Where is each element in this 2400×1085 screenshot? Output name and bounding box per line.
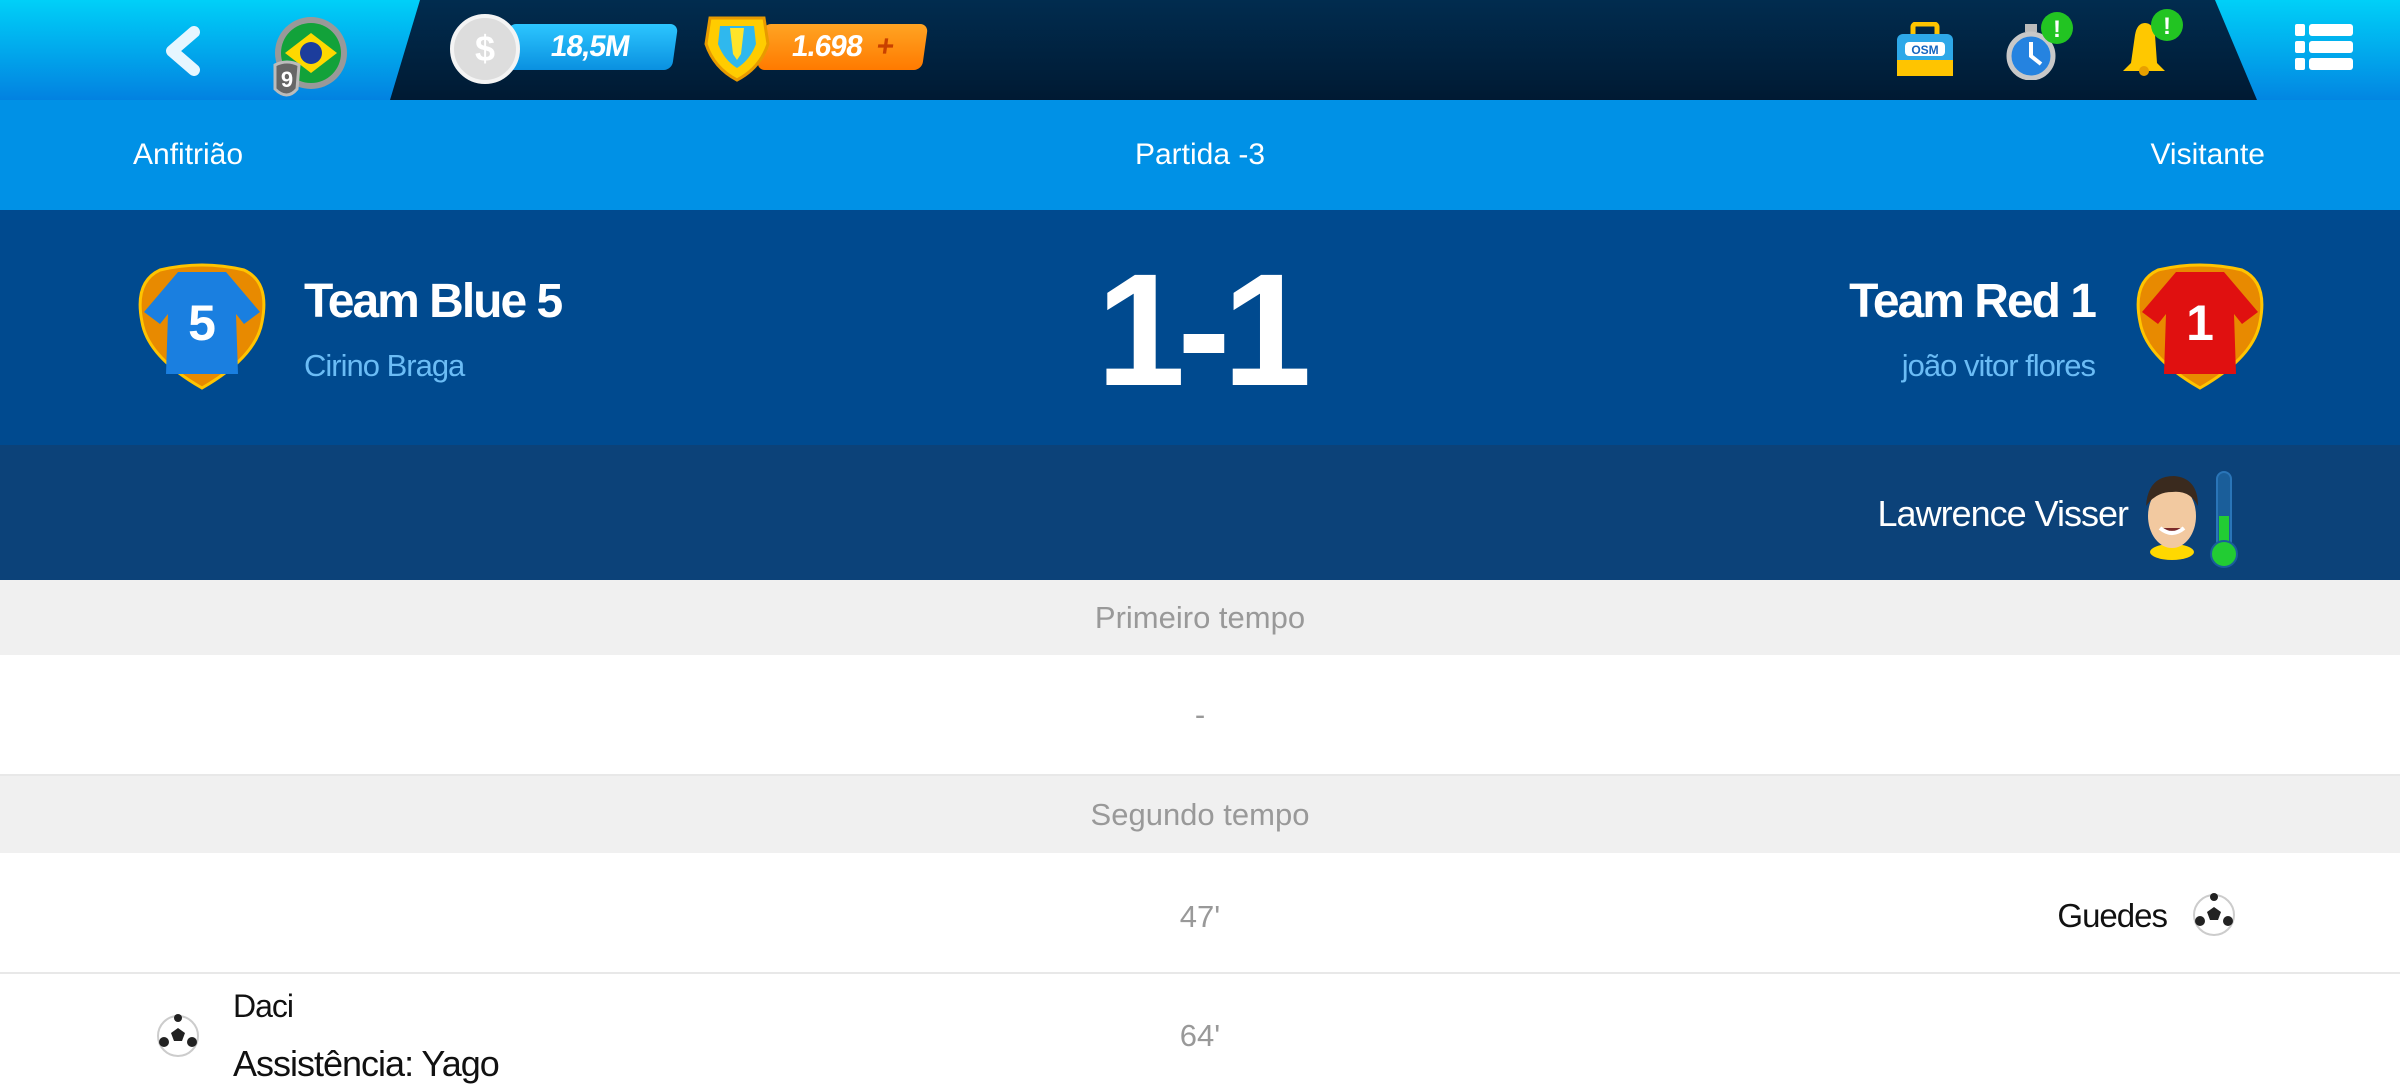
soccer-ball-icon <box>2193 893 2235 936</box>
first-half-header: Primeiro tempo <box>0 580 2400 655</box>
away-team-name[interactable]: Team Red 1 <box>1849 275 2097 328</box>
match-header: Anfitrião Partida -3 Visitante <box>0 100 2400 210</box>
referee-band: Lawrence Visser <box>0 445 2400 580</box>
match-label: Partida -3 <box>1134 138 1266 171</box>
coin-icon: $ <box>450 14 520 84</box>
svg-text:$: $ <box>475 28 495 69</box>
second-half-header: Segundo tempo <box>0 776 2400 853</box>
home-team-name[interactable]: Team Blue 5 <box>304 275 563 328</box>
referee-name[interactable]: Lawrence Visser <box>1877 493 2129 534</box>
svg-text:OSM: OSM <box>1911 43 1938 57</box>
event-row: 47' Guedes <box>0 853 2400 974</box>
home-shirt-icon[interactable]: 5 <box>130 262 275 392</box>
event-player[interactable]: Daci <box>233 988 294 1024</box>
score: 1-1 <box>1096 240 1311 419</box>
home-manager-name[interactable]: Cirino Braga <box>304 348 465 383</box>
credits-shield-icon <box>704 16 770 82</box>
away-manager-name[interactable]: joão vitor flores <box>1901 348 2096 383</box>
scoreboard: 5 Team Blue 5 Cirino Braga 1-1 Team Red … <box>0 210 2400 445</box>
event-minute: 47' <box>1179 899 1221 934</box>
thermometer-icon <box>2210 471 2238 568</box>
event-row: Daci Assistência: Yago 64' <box>0 974 2400 1084</box>
add-credits-icon[interactable]: + <box>874 30 896 63</box>
event-player[interactable]: Guedes <box>2057 897 2168 934</box>
first-half-row: - <box>0 655 2400 776</box>
no-events-text: - <box>1194 697 1206 732</box>
referee-avatar[interactable] <box>2140 470 2204 560</box>
menu-icon[interactable] <box>2295 24 2355 72</box>
credits-value: 1.698 <box>789 30 865 63</box>
away-label: Visitante <box>2150 138 2265 171</box>
home-label: Anfitrião <box>133 138 244 171</box>
stopwatch-icon[interactable]: ! <box>2005 8 2077 80</box>
money-value: 18,5M <box>548 30 632 63</box>
soccer-ball-icon <box>157 1014 199 1057</box>
alert-badge: ! <box>2053 16 2061 43</box>
away-shirt-icon[interactable]: 1 <box>2128 262 2273 392</box>
osm-bag-icon[interactable]: OSM <box>1895 22 1955 78</box>
event-minute: 64' <box>1179 1018 1221 1053</box>
bell-icon[interactable]: ! <box>2115 5 2187 77</box>
back-chevron-icon[interactable] <box>160 26 206 76</box>
level-badge: 9 <box>281 67 293 92</box>
svg-text:1: 1 <box>2186 295 2214 351</box>
brazil-flag-icon[interactable]: 9 <box>265 15 365 105</box>
credits-pill[interactable]: 1.698 + <box>756 24 929 70</box>
event-assist[interactable]: Assistência: Yago <box>233 1043 500 1084</box>
money-pill[interactable]: 18,5M <box>501 24 679 70</box>
svg-text:5: 5 <box>188 295 216 351</box>
alert-badge: ! <box>2163 13 2171 40</box>
